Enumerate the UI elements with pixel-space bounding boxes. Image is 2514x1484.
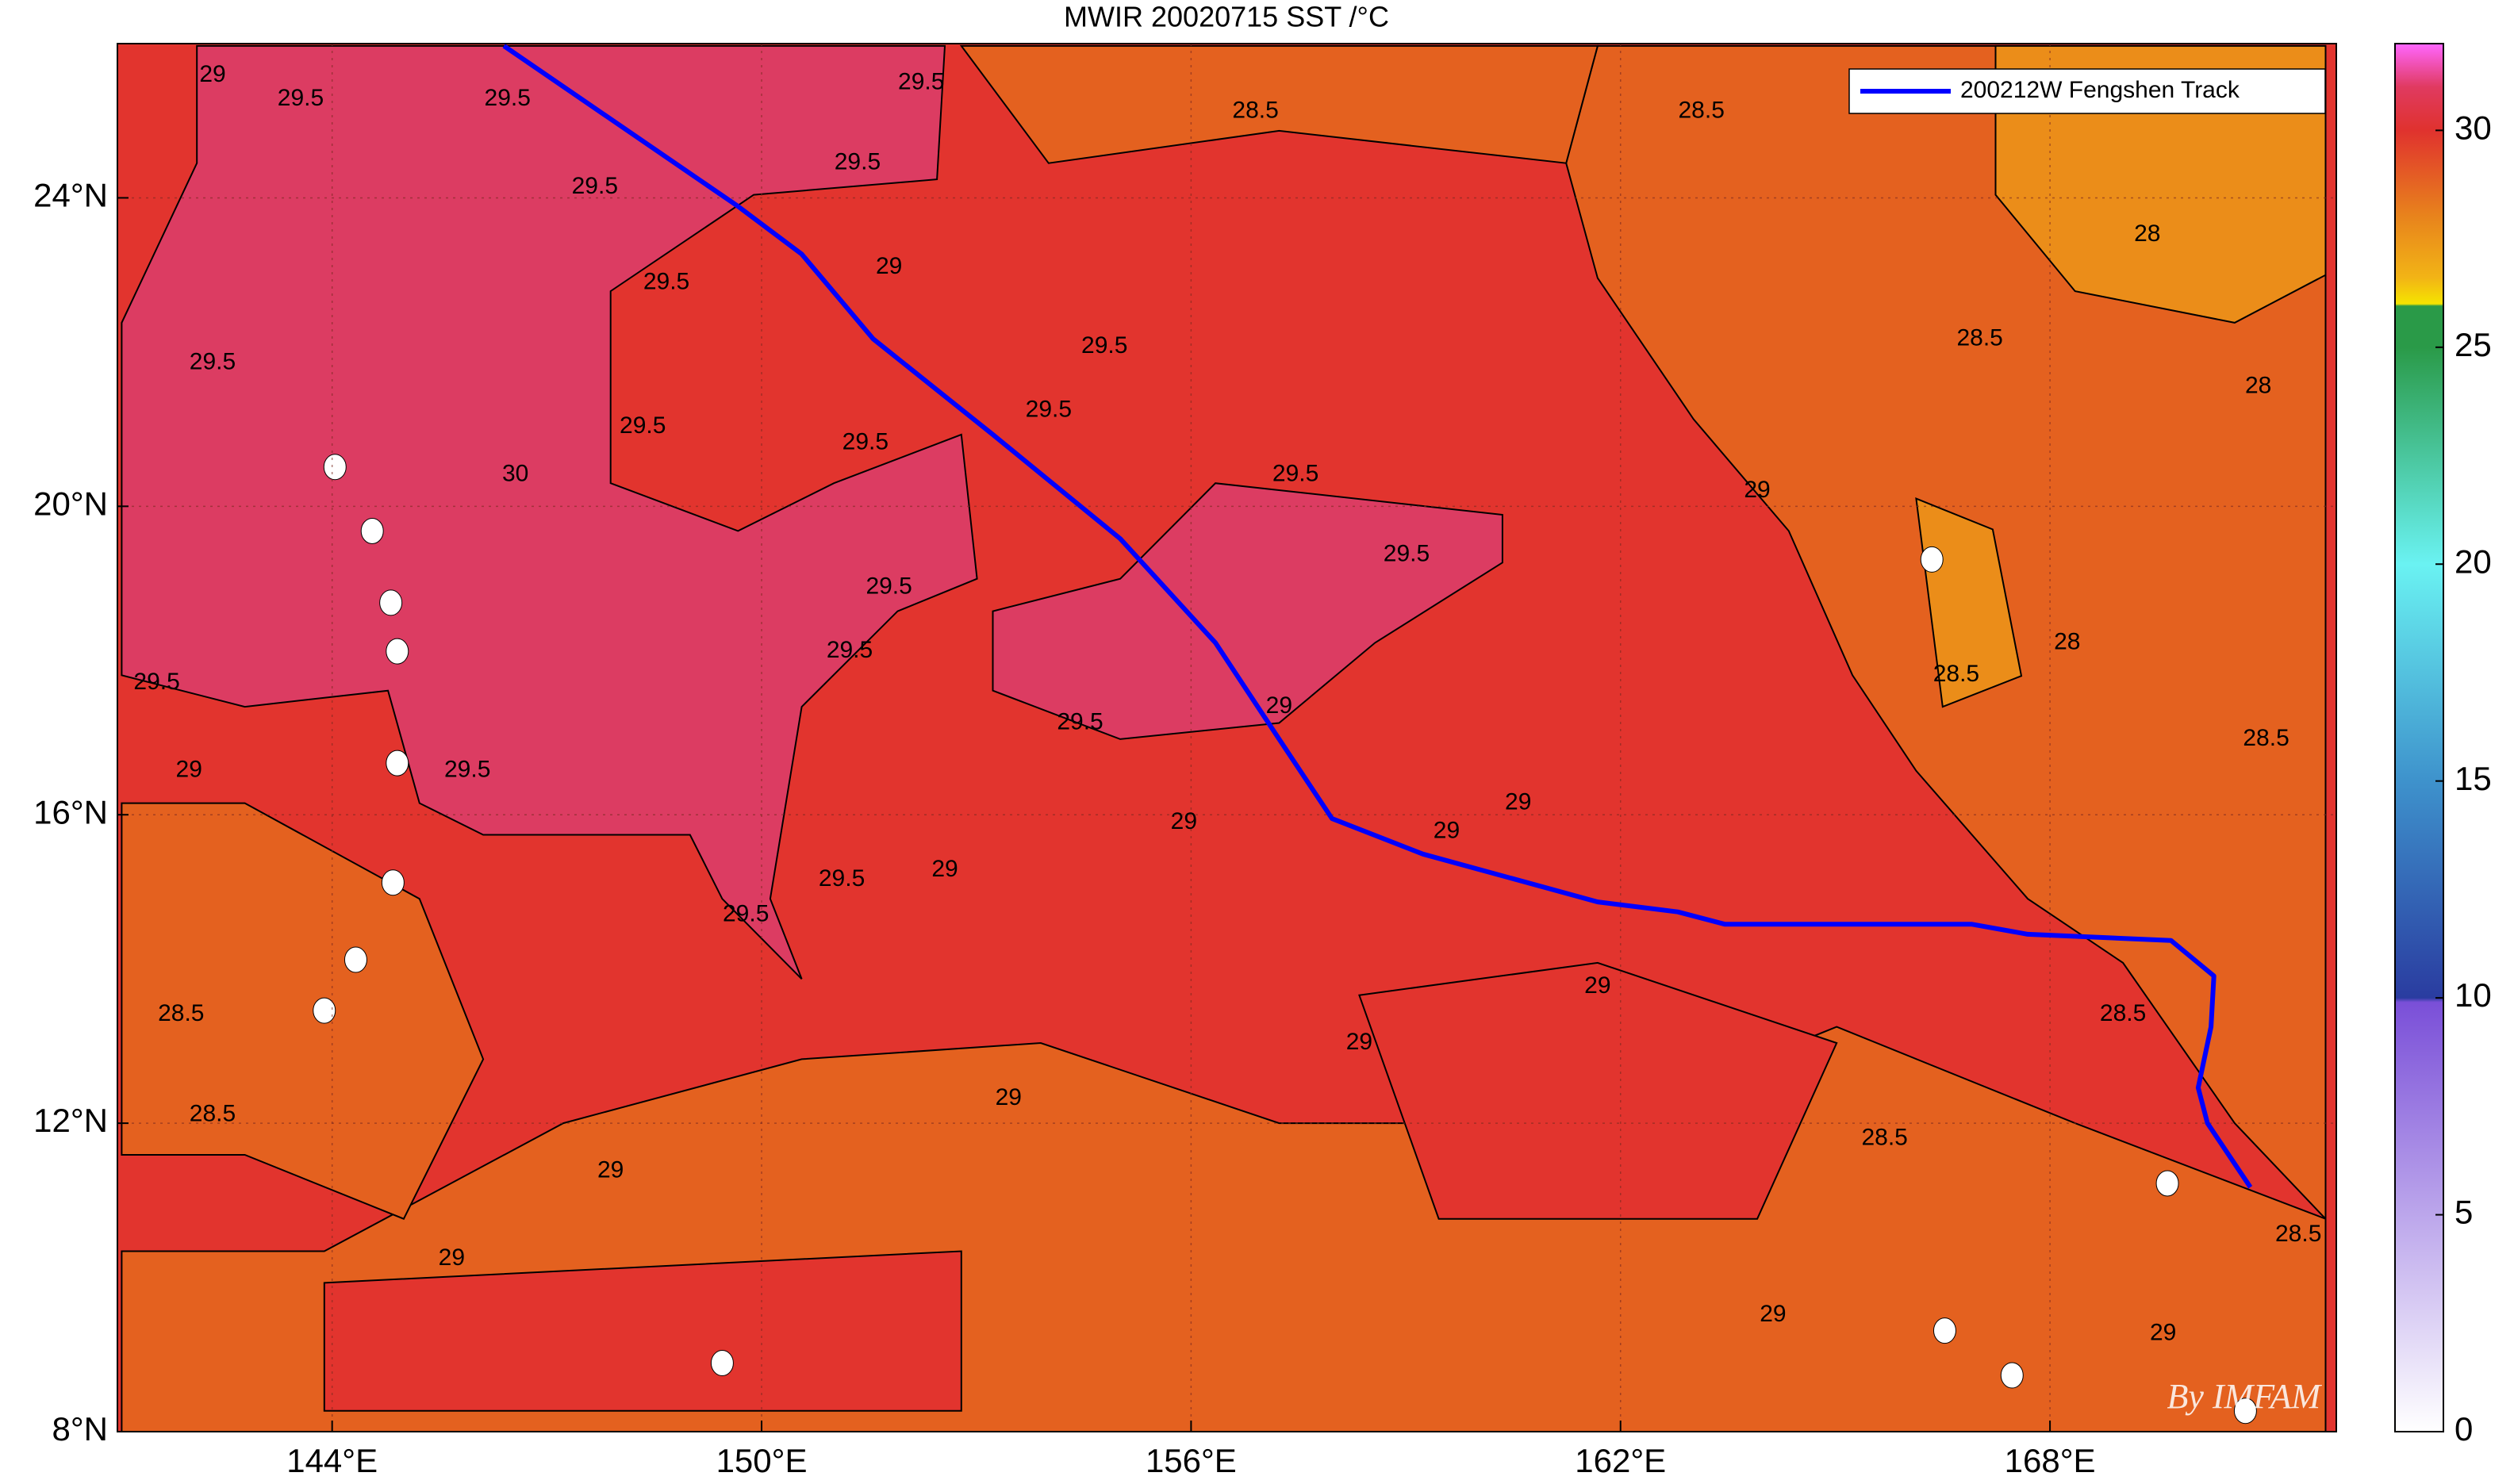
colorbar-tick-label: 15 [2455, 760, 2492, 797]
island [344, 946, 367, 973]
chart-title: MWIR 20020715 SST /°C [1064, 1, 1389, 33]
y-tick-label: 24°N [33, 177, 108, 214]
y-tick-label: 16°N [33, 793, 108, 830]
contour-label: 29 [876, 253, 902, 279]
contour-label: 28 [2134, 220, 2160, 247]
colorbar [2394, 43, 2444, 1432]
contour-label: 29 [176, 757, 202, 783]
island [381, 869, 405, 896]
contour-label: 28.5 [2100, 1000, 2146, 1026]
contour-label: 29.5 [485, 85, 531, 111]
contour-label: 28.5 [190, 1100, 236, 1126]
plot-area: 29 29.5 29.5 29.5 29.5 29.5 29 29.5 29.5 29.5 30 29… [117, 44, 2336, 1432]
island [379, 589, 403, 616]
island [386, 638, 409, 665]
colorbar-tick-label: 10 [2455, 976, 2492, 1014]
contour-label: 29.5 [898, 69, 944, 95]
contour-label: 29.5 [827, 637, 873, 663]
contour-label: 28.5 [2243, 725, 2289, 751]
contour-label: 29.5 [133, 669, 179, 695]
contour-label: 29 [2150, 1319, 2176, 1345]
contour-label: 29 [1760, 1301, 1786, 1327]
overlay: 144°E 150°E 156°E 162°E 168°E 8°N 12°N 16°N 20°N… [33, 43, 2492, 1479]
contour-label: 29.5 [1057, 708, 1103, 734]
contour-label: 29.5 [1272, 460, 1318, 486]
x-tick-label: 144°E [286, 1442, 378, 1479]
island [323, 454, 347, 481]
contour-label: 29.5 [819, 865, 865, 892]
contour-label: 29.5 [1384, 541, 1430, 567]
colorbar-tick-label: 5 [2455, 1194, 2473, 1231]
contour-label: 29.5 [866, 573, 912, 599]
x-tick-label: 162°E [1575, 1442, 1666, 1479]
colorbar-tick-label: 30 [2455, 109, 2492, 146]
contour-label: 29 [1584, 972, 1610, 999]
contour-label: 29.5 [190, 348, 236, 374]
sst-region [992, 482, 1503, 740]
island [360, 517, 384, 544]
contour-label: 28.5 [1861, 1124, 1907, 1150]
island [386, 750, 409, 777]
island [2155, 1170, 2179, 1197]
contour-label: 29 [439, 1244, 465, 1271]
contour-label: 29 [1505, 789, 1531, 815]
colorbar-tick-label: 25 [2455, 326, 2492, 363]
contour-label: 29 [931, 856, 958, 882]
legend-label: 200212W Fengshen Track [1960, 77, 2240, 103]
contour-label: 29.5 [572, 173, 618, 199]
sst-region [323, 1250, 962, 1412]
contour-label: 29 [597, 1156, 624, 1183]
contour-label: 29.5 [278, 85, 324, 111]
sst-region [959, 44, 1599, 164]
contour-label: 28 [2054, 628, 2080, 654]
contour-label: 29 [1171, 808, 1197, 834]
contour-label: 29 [996, 1084, 1022, 1110]
contour-label: 29 [1434, 818, 1460, 844]
contour-label: 30 [502, 460, 528, 486]
sst-region [1358, 961, 1838, 1220]
contour-label: 29.5 [643, 268, 689, 294]
island [1933, 1317, 1956, 1344]
contour-label: 28.5 [2275, 1221, 2321, 1247]
island [2233, 1398, 2257, 1425]
sst-region [1915, 497, 2023, 708]
x-tick-label: 168°E [2005, 1442, 2096, 1479]
contour-label: 29.5 [1026, 397, 1072, 423]
y-tick-label: 12°N [33, 1102, 108, 1139]
contour-label: 28.5 [1956, 324, 2002, 351]
sst-region [1994, 44, 2327, 324]
contour-label: 28.5 [1232, 97, 1278, 123]
contour-label: 28.5 [1679, 97, 1725, 123]
plot-frame [117, 43, 2337, 1432]
colorbar-tick-label: 0 [2455, 1410, 2473, 1448]
sst-region [121, 802, 485, 1220]
contour-label: 29 [1346, 1029, 1372, 1055]
contour-label: 28 [2245, 373, 2271, 399]
contour-label: 28.5 [158, 1000, 204, 1026]
island [710, 1349, 734, 1376]
y-tick-label: 8°N [52, 1410, 109, 1448]
contour-label: 29.5 [620, 412, 666, 439]
watermark: By IMFAM [2167, 1377, 2323, 1416]
island [1920, 546, 1944, 573]
contour-label: 29.5 [444, 757, 490, 783]
contour-label: 29.5 [835, 149, 881, 175]
x-tick-label: 156°E [1146, 1442, 1237, 1479]
contour-label: 29.5 [842, 429, 889, 455]
x-tick-label: 150°E [716, 1442, 808, 1479]
sst-region [121, 44, 978, 980]
island [2000, 1362, 2024, 1389]
y-tick-label: 20°N [33, 485, 108, 522]
contour-label: 29 [1744, 477, 1770, 503]
contour-label: 29 [199, 61, 225, 87]
colorbar-tick-label: 20 [2455, 543, 2492, 580]
track-line [502, 44, 2253, 1189]
contour-label: 29.5 [1081, 332, 1127, 359]
contour-label: 28.5 [1933, 661, 1979, 687]
island [313, 997, 336, 1024]
contour-label: 29 [1266, 692, 1292, 719]
